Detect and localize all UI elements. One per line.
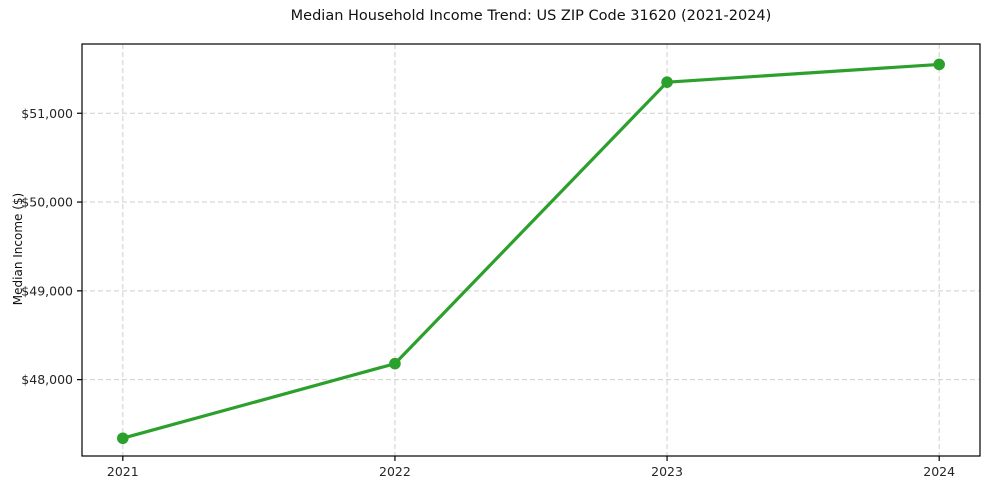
y-tick-label: $48,000: [21, 372, 73, 387]
y-tick-label: $51,000: [21, 106, 73, 121]
plot-frame: [81, 43, 981, 457]
y-tick-label: $49,000: [21, 283, 73, 298]
data-point-marker: [933, 58, 945, 71]
data-point-marker: [661, 76, 673, 88]
y-tick-label: $50,000: [21, 195, 73, 210]
x-tick-label: 2021: [107, 464, 139, 479]
x-tick-label: 2024: [923, 464, 955, 479]
income-trend-line: [121, 62, 941, 440]
data-point-marker: [117, 432, 129, 445]
data-point-marker: [389, 357, 401, 370]
x-tick-label: 2023: [651, 464, 683, 479]
x-tick-label: 2022: [379, 464, 411, 479]
chart-title: Median Household Income Trend: US ZIP Co…: [290, 8, 772, 24]
